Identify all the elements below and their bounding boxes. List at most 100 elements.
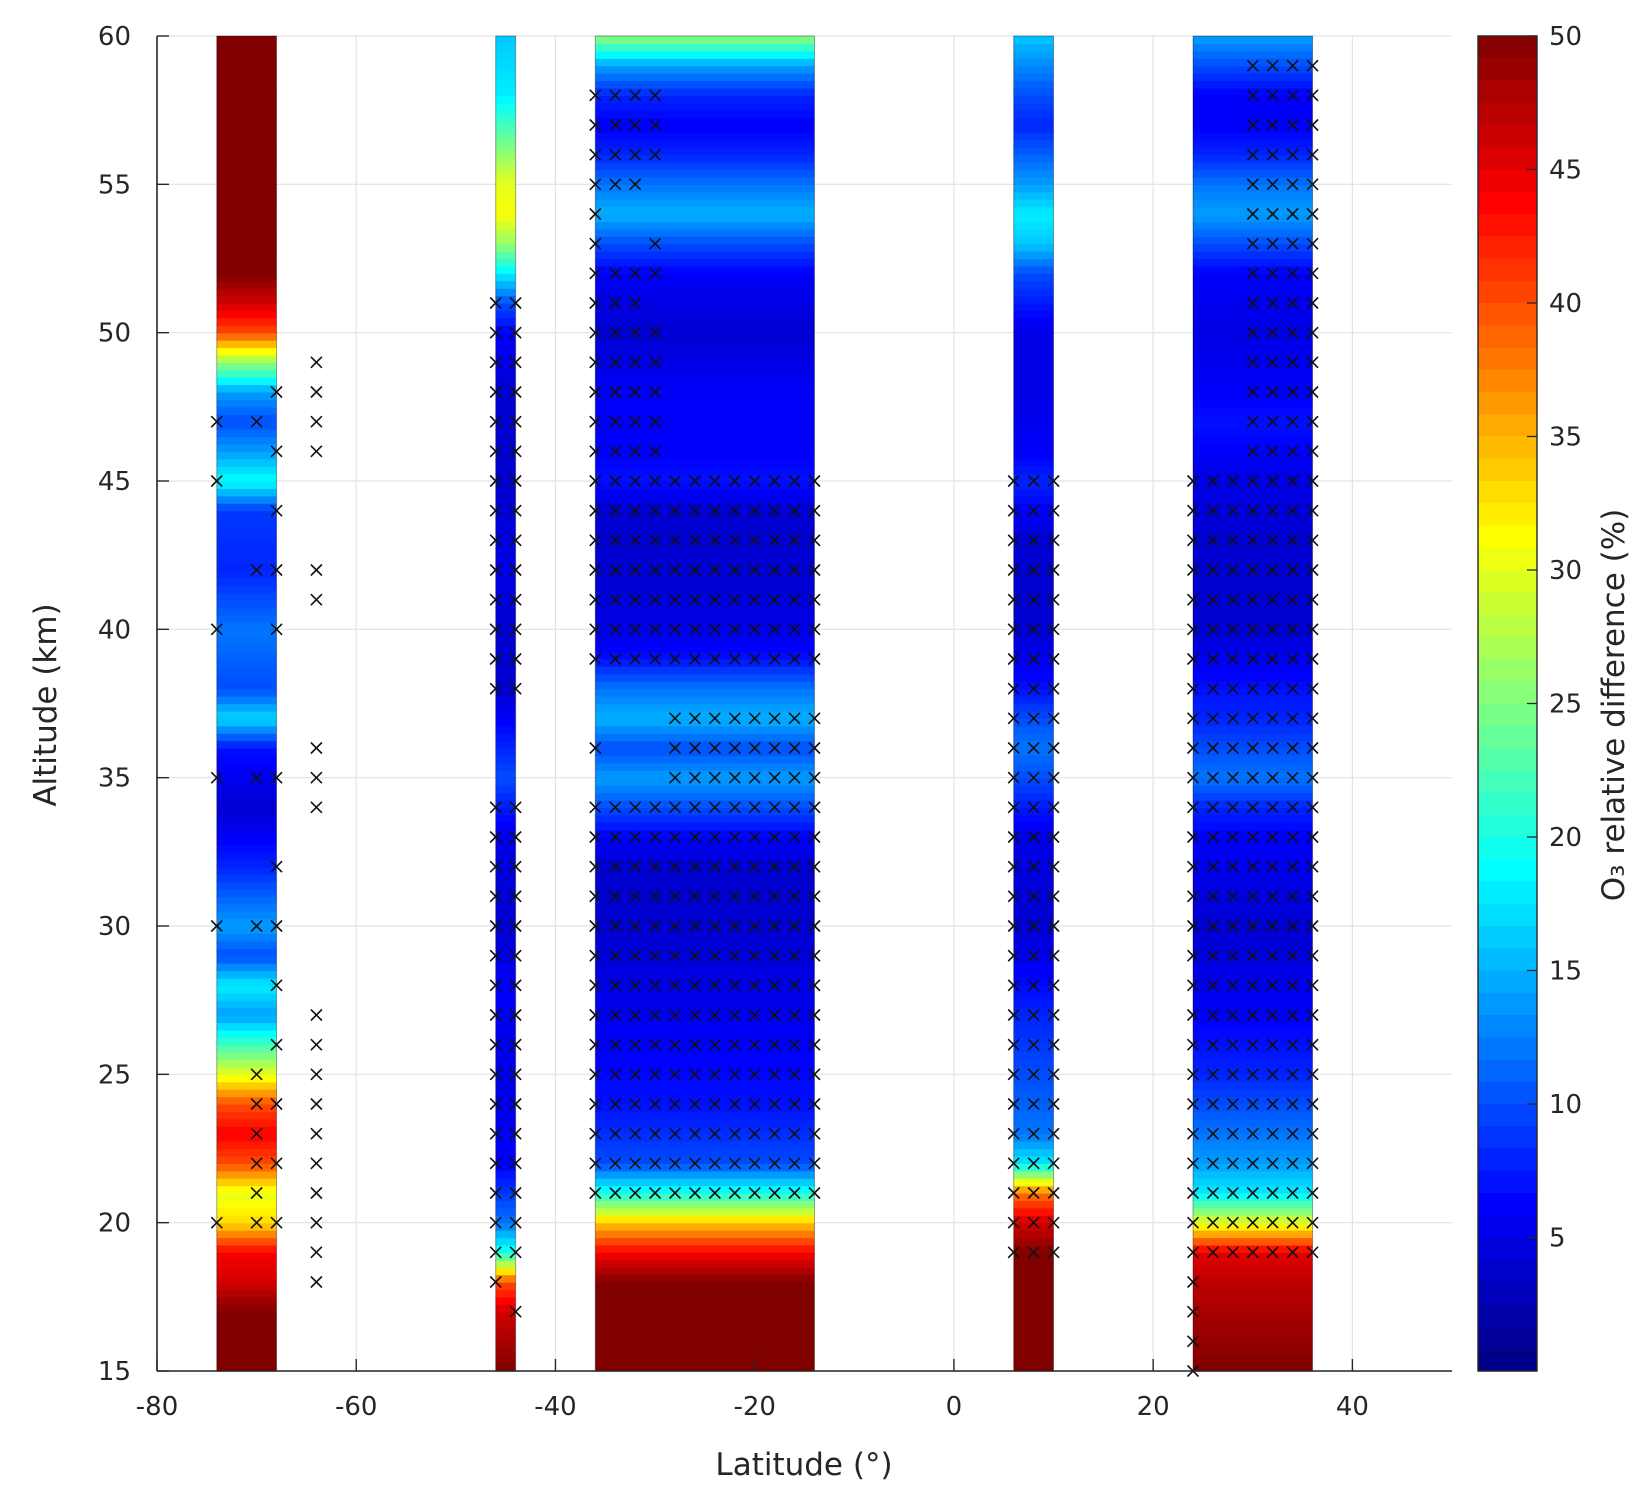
- cross-stroke: [788, 1068, 801, 1081]
- cross-stroke: [1246, 771, 1259, 784]
- band-cell: [595, 547, 815, 556]
- significance-cross: [808, 801, 821, 814]
- cross-stroke: [629, 593, 642, 606]
- colorbar-step: [1478, 481, 1537, 504]
- significance-cross: [509, 652, 522, 666]
- band-cell: [1013, 243, 1054, 252]
- cross-stroke: [629, 860, 642, 873]
- band-cell: [595, 1074, 815, 1083]
- cross-stroke: [649, 1008, 662, 1022]
- band-cell: [595, 992, 815, 1001]
- cross-stroke: [768, 890, 781, 903]
- significance-cross: [808, 1127, 821, 1140]
- band-cell: [216, 636, 277, 645]
- band-cell: [495, 199, 516, 208]
- band-cell: [1013, 518, 1054, 527]
- significance-cross: [310, 563, 323, 577]
- band-cell: [216, 280, 277, 289]
- band-cell: [216, 221, 277, 230]
- cross-stroke: [1186, 623, 1200, 636]
- band-cell: [1013, 132, 1054, 141]
- cross-stroke: [1306, 890, 1319, 903]
- cross-stroke: [1027, 1068, 1040, 1081]
- cross-stroke: [808, 1186, 821, 1200]
- significance-cross: [768, 1097, 781, 1111]
- significance-cross: [609, 890, 622, 903]
- significance-cross: [688, 1068, 701, 1081]
- cross-stroke: [768, 593, 781, 606]
- cross-stroke: [728, 1008, 741, 1022]
- band-cell: [1013, 80, 1054, 89]
- significance-cross: [1047, 652, 1060, 666]
- significance-cross: [609, 326, 622, 339]
- cross-stroke: [1246, 148, 1259, 161]
- significance-cross: [708, 1068, 721, 1081]
- cross-stroke: [1047, 534, 1060, 547]
- significance-cross: [748, 504, 761, 517]
- significance-cross: [489, 1038, 502, 1051]
- band-cell: [595, 599, 815, 608]
- band-cell: [1013, 414, 1054, 423]
- cross-stroke: [509, 949, 522, 962]
- significance-cross: [629, 1038, 642, 1051]
- significance-cross: [1047, 949, 1060, 962]
- band-cell: [1193, 280, 1313, 289]
- significance-cross: [728, 474, 741, 488]
- band-cell: [595, 199, 815, 208]
- cross-stroke: [310, 1157, 323, 1170]
- significance-cross: [1027, 1038, 1040, 1051]
- cross-stroke: [1306, 563, 1319, 577]
- significance-cross: [629, 593, 642, 606]
- cross-stroke: [1286, 682, 1299, 695]
- band-cell: [495, 584, 516, 593]
- cross-stroke: [1226, 474, 1239, 488]
- cross-stroke: [1266, 474, 1279, 488]
- cross-stroke: [708, 474, 721, 488]
- significance-cross: [1186, 1275, 1200, 1289]
- cross-stroke: [509, 860, 522, 873]
- significance-cross: [1266, 830, 1279, 844]
- band-cell: [595, 1170, 815, 1179]
- band-cell: [595, 251, 815, 260]
- significance-cross: [1047, 830, 1060, 844]
- band-cell: [1013, 176, 1054, 185]
- cross-stroke: [1246, 860, 1259, 873]
- band-cell: [1013, 562, 1054, 571]
- x-tick-label: -40: [534, 1392, 576, 1422]
- colorbar-step: [1478, 881, 1537, 905]
- band-cell: [1013, 696, 1054, 705]
- cross-stroke: [609, 1038, 622, 1051]
- significance-cross: [1027, 1008, 1040, 1022]
- colorbar-tick-label: 45: [1549, 156, 1582, 186]
- band-cell: [216, 1059, 277, 1068]
- significance-cross: [1047, 504, 1060, 517]
- cross-stroke: [1027, 1038, 1040, 1051]
- cross-stroke: [270, 771, 283, 784]
- band-cell: [1013, 799, 1054, 808]
- band-cell: [1013, 1252, 1054, 1261]
- cross-stroke: [489, 1038, 502, 1051]
- cross-stroke: [668, 474, 682, 488]
- significance-cross: [668, 1008, 682, 1022]
- band-cell: [595, 940, 815, 949]
- significance-cross: [509, 474, 522, 488]
- cross-stroke: [1047, 1127, 1060, 1140]
- band-cell: [216, 332, 277, 341]
- band-cell: [595, 1155, 815, 1164]
- cross-stroke: [1047, 1038, 1060, 1051]
- band-cell: [495, 1044, 516, 1053]
- significance-cross: [1266, 712, 1279, 725]
- band-cell: [1013, 288, 1054, 297]
- significance-cross: [1226, 979, 1239, 992]
- significance-cross: [808, 890, 821, 903]
- band-cell: [1013, 1029, 1054, 1038]
- significance-cross: [768, 979, 781, 992]
- band-cell: [1013, 191, 1054, 200]
- band-cell: [1013, 1141, 1054, 1150]
- band-cell: [495, 43, 516, 52]
- significance-cross: [1047, 1127, 1060, 1140]
- significance-cross: [1007, 1068, 1020, 1081]
- band-cell: [216, 1348, 277, 1357]
- band-cell: [595, 525, 815, 534]
- band-cell: [595, 43, 815, 52]
